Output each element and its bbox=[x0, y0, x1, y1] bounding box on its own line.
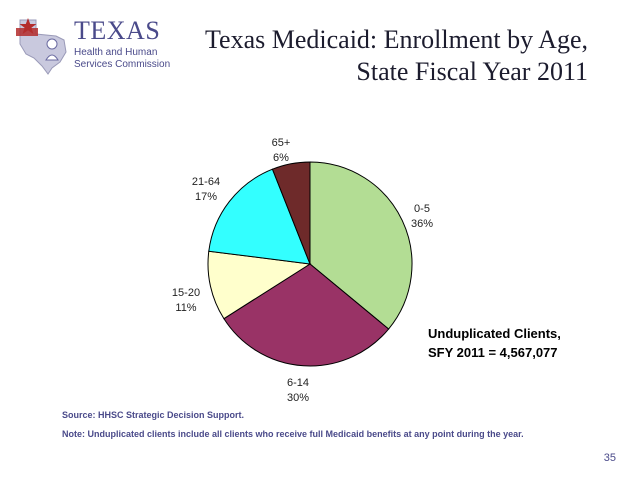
slice-value-0-5: 36% bbox=[411, 218, 433, 230]
slice-value-65plus: 6% bbox=[273, 152, 289, 164]
slice-label-21-64: 21-64 bbox=[192, 176, 220, 188]
enrollment-pie-chart: 0-5 36% 6-14 30% 15-20 11% 21-64 17% 65+ 6% bbox=[0, 0, 638, 479]
summary-line-2: SFY 2011 = 4,567,077 bbox=[428, 343, 561, 362]
slice-label-65plus: 65+ bbox=[272, 137, 291, 149]
page-number: 35 bbox=[604, 452, 616, 464]
slice-value-6-14: 30% bbox=[287, 392, 309, 404]
summary-line-1: Unduplicated Clients, bbox=[428, 324, 561, 343]
slice-value-21-64: 17% bbox=[195, 191, 217, 203]
source-text: Source: HHSC Strategic Decision Support. bbox=[62, 410, 244, 420]
slice-value-15-20: 11% bbox=[175, 302, 196, 314]
summary-box: Unduplicated Clients, SFY 2011 = 4,567,0… bbox=[428, 324, 561, 362]
note-text: Note: Unduplicated clients include all c… bbox=[62, 429, 562, 440]
slice-label-0-5: 0-5 bbox=[414, 203, 430, 215]
slice-label-6-14: 6-14 bbox=[287, 377, 309, 389]
slice-label-15-20: 15-20 bbox=[172, 287, 200, 299]
